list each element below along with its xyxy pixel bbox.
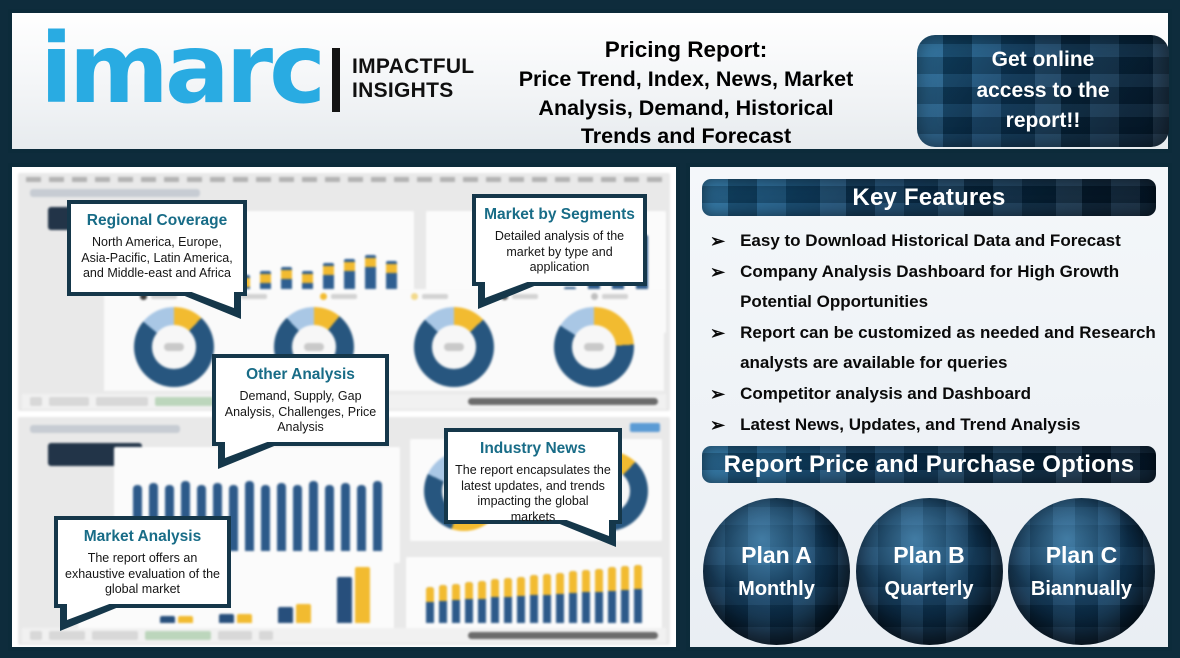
callout-body: Detailed analysis of the market by type …	[494, 229, 625, 274]
mock-stacked-bar-card	[406, 557, 662, 629]
mock-axis-ticks	[26, 177, 662, 182]
feature-item: ➢ Easy to Download Historical Data and F…	[710, 226, 1156, 257]
callout-market-by-segments: Market by Segments Detailed analysis of …	[472, 194, 647, 309]
callout-industry-news: Industry News The report encapsulates th…	[444, 428, 622, 547]
callout-title: Market by Segments	[484, 206, 635, 223]
callout-title: Regional Coverage	[86, 212, 228, 229]
header-band: imarc IMPACTFUL INSIGHTS Pricing Report:…	[8, 9, 1172, 153]
mock-pair-bars	[88, 567, 384, 623]
mock-donuts-top	[134, 307, 634, 387]
callout-regional-coverage: Regional Coverage North America, Europe,…	[67, 200, 247, 319]
plan-a-monthly-button[interactable]: Plan A Monthly	[703, 498, 850, 646]
plan-c-biannually-button[interactable]: Plan C Biannually	[1008, 498, 1155, 646]
logo-divider-bar	[331, 48, 340, 113]
mock-tab-strip	[22, 628, 666, 643]
callout-title: Market Analysis	[83, 528, 202, 545]
mock-stacked-bars-2	[416, 565, 652, 623]
purchase-options-banner: Report Price and Purchase Options	[702, 446, 1156, 484]
callout-body: The report encapsulates the latest updat…	[455, 463, 611, 524]
imarc-logo: imarc IMPACTFUL INSIGHTS	[40, 21, 475, 117]
key-features-list: ➢ Easy to Download Historical Data and F…	[702, 226, 1156, 440]
arrow-bullet-icon: ➢	[710, 261, 726, 282]
mock-title-blur	[30, 425, 180, 433]
callout-body: The report offers an exhaustive evaluati…	[65, 551, 220, 596]
dashboard-screenshots-panel: Regional Coverage North America, Europe,…	[8, 163, 680, 651]
callout-body: North America, Europe, Asia-Pacific, Lat…	[81, 235, 233, 280]
plan-b-quarterly-button[interactable]: Plan B Quarterly	[855, 498, 1003, 646]
callout-title: Other Analysis	[246, 366, 355, 383]
logo-tagline: IMPACTFUL INSIGHTS	[351, 55, 475, 103]
mock-link-blur	[630, 423, 660, 432]
feature-item: ➢ Company Analysis Dashboard for High Gr…	[710, 257, 1156, 318]
mock-scrollbar	[468, 398, 658, 405]
mock-title-blur	[30, 189, 200, 197]
arrow-bullet-icon: ➢	[710, 414, 726, 435]
report-title: Pricing Report: Price Trend, Index, News…	[518, 37, 854, 149]
arrow-bullet-icon: ➢	[710, 231, 726, 251]
callout-title: Industry News	[480, 440, 586, 457]
feature-item: ➢ Latest News, Updates, and Trend Analys…	[710, 410, 1156, 441]
mock-scrollbar	[468, 632, 658, 639]
callout-body: Demand, Supply, Gap Analysis, Challenges…	[224, 389, 377, 434]
feature-item: ➢ Report can be customized as needed and…	[710, 318, 1156, 379]
imarc-wordmark: imarc	[40, 13, 326, 125]
key-features-banner: Key Features	[702, 179, 1156, 216]
feature-item: ➢ Competitor analysis and Dashboard	[710, 379, 1156, 410]
callout-market-analysis: Market Analysis The report offers an exh…	[54, 516, 231, 631]
plan-options: Plan A Monthly Plan B Quarterly Plan C B…	[702, 498, 1156, 646]
key-features-panel: Key Features ➢ Easy to Download Historic…	[686, 163, 1172, 651]
arrow-bullet-icon: ➢	[710, 383, 726, 404]
arrow-bullet-icon: ➢	[710, 322, 726, 343]
get-online-access-button[interactable]: Get online access to the report!!	[917, 35, 1169, 147]
callout-other-analysis: Other Analysis Demand, Supply, Gap Analy…	[212, 354, 389, 469]
